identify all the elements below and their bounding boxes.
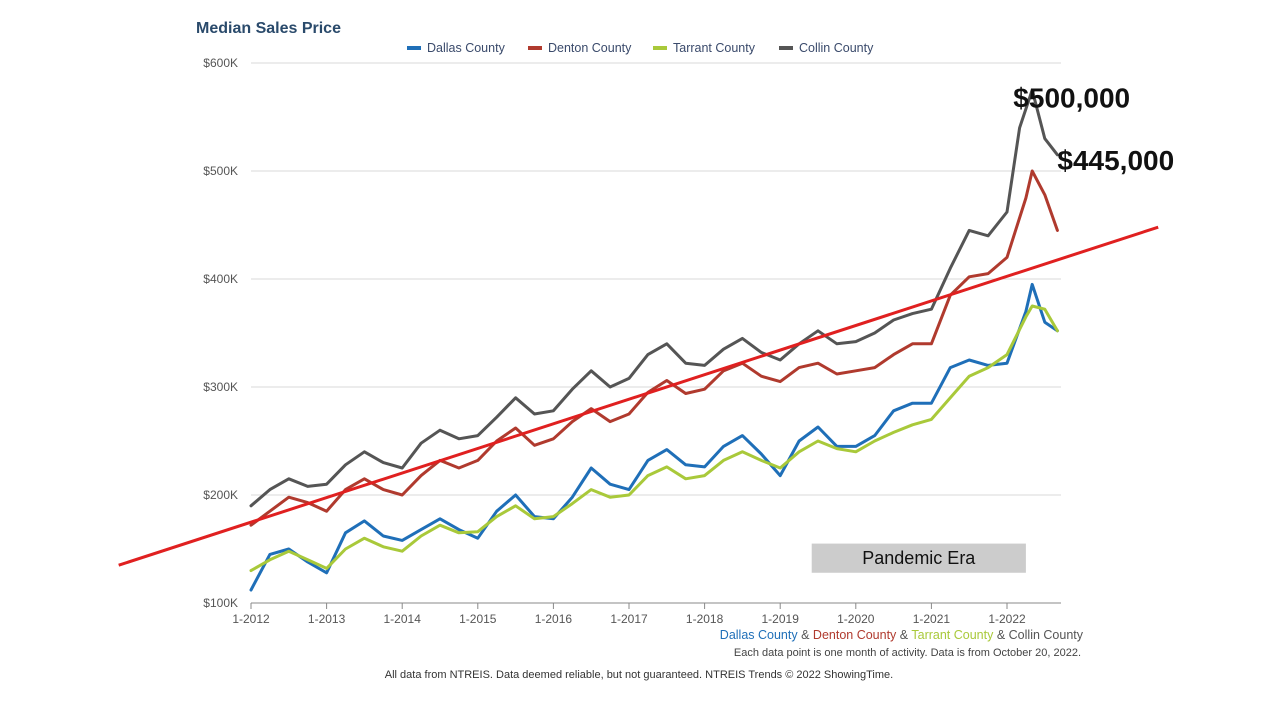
pandemic-band-label: Pandemic Era [862,548,976,568]
trend-line-group [118,225,1159,567]
x-tick-label: 1-2013 [308,612,346,626]
x-tick-label: 1-2017 [610,612,648,626]
series-line [249,169,1059,527]
y-tick-label: $100K [203,596,238,610]
x-tick-label: 1-2019 [762,612,800,626]
legend-bottom-part: Collin County [1009,628,1084,642]
legend-bottom-part: & [896,628,911,642]
y-tick-label: $600K [203,56,238,70]
legend-label: Dallas County [427,41,506,55]
legend-bottom-part: Tarrant County [911,628,994,642]
y-tick-label: $300K [203,380,238,394]
x-tick-label: 1-2018 [686,612,724,626]
x-tick-label: 1-2016 [535,612,573,626]
price-callout: $445,000 [1057,145,1174,176]
x-tick-label: 1-2022 [988,612,1026,626]
legend-bottom-part: & [798,628,813,642]
legend-bottom-part: Dallas County [720,628,799,642]
pandemic-band-rect [811,543,1026,573]
trend-line [118,225,1159,567]
y-tick-label: $400K [203,272,238,286]
grid [251,62,1061,604]
x-tick-label: 1-2021 [913,612,951,626]
series-line [249,282,1059,592]
x-tick-label: 1-2012 [232,612,270,626]
legend: Dallas County Denton County Tarrant County… [407,41,874,55]
y-tick-label: $500K [203,164,238,178]
series-line [249,88,1059,508]
price-callout: $500,000 [1013,83,1130,114]
y-axis: $100K $200K $300K $400K $500K $600K [203,56,238,610]
legend-bottom-part: & [993,628,1008,642]
legend-label: Tarrant County [673,41,756,55]
series-line [249,304,1059,573]
legend-label: Collin County [799,41,874,55]
annotations: $500,000 $445,000 [1013,83,1174,177]
x-tick-label: 1-2015 [459,612,497,626]
x-tick-label: 1-2020 [837,612,875,626]
series-lines [249,88,1059,592]
y-tick-label: $200K [203,488,238,502]
legend-bottom-part: Denton County [813,628,897,642]
legend-label: Denton County [548,41,632,55]
x-axis: 1-2012 1-2013 1-2014 1-2015 1-2016 1-2017 1-20… [232,603,1026,626]
footer-note: All data from NTREIS. Data deemed reliab… [385,669,893,681]
legend-bottom: Dallas County & Denton County & Tarrant … [720,628,1084,642]
data-point-note: Each data point is one month of activity… [734,647,1081,659]
chart-title: Median Sales Price [196,20,341,37]
x-tick-label: 1-2014 [384,612,422,626]
pandemic-band: Pandemic Era [811,543,1026,573]
